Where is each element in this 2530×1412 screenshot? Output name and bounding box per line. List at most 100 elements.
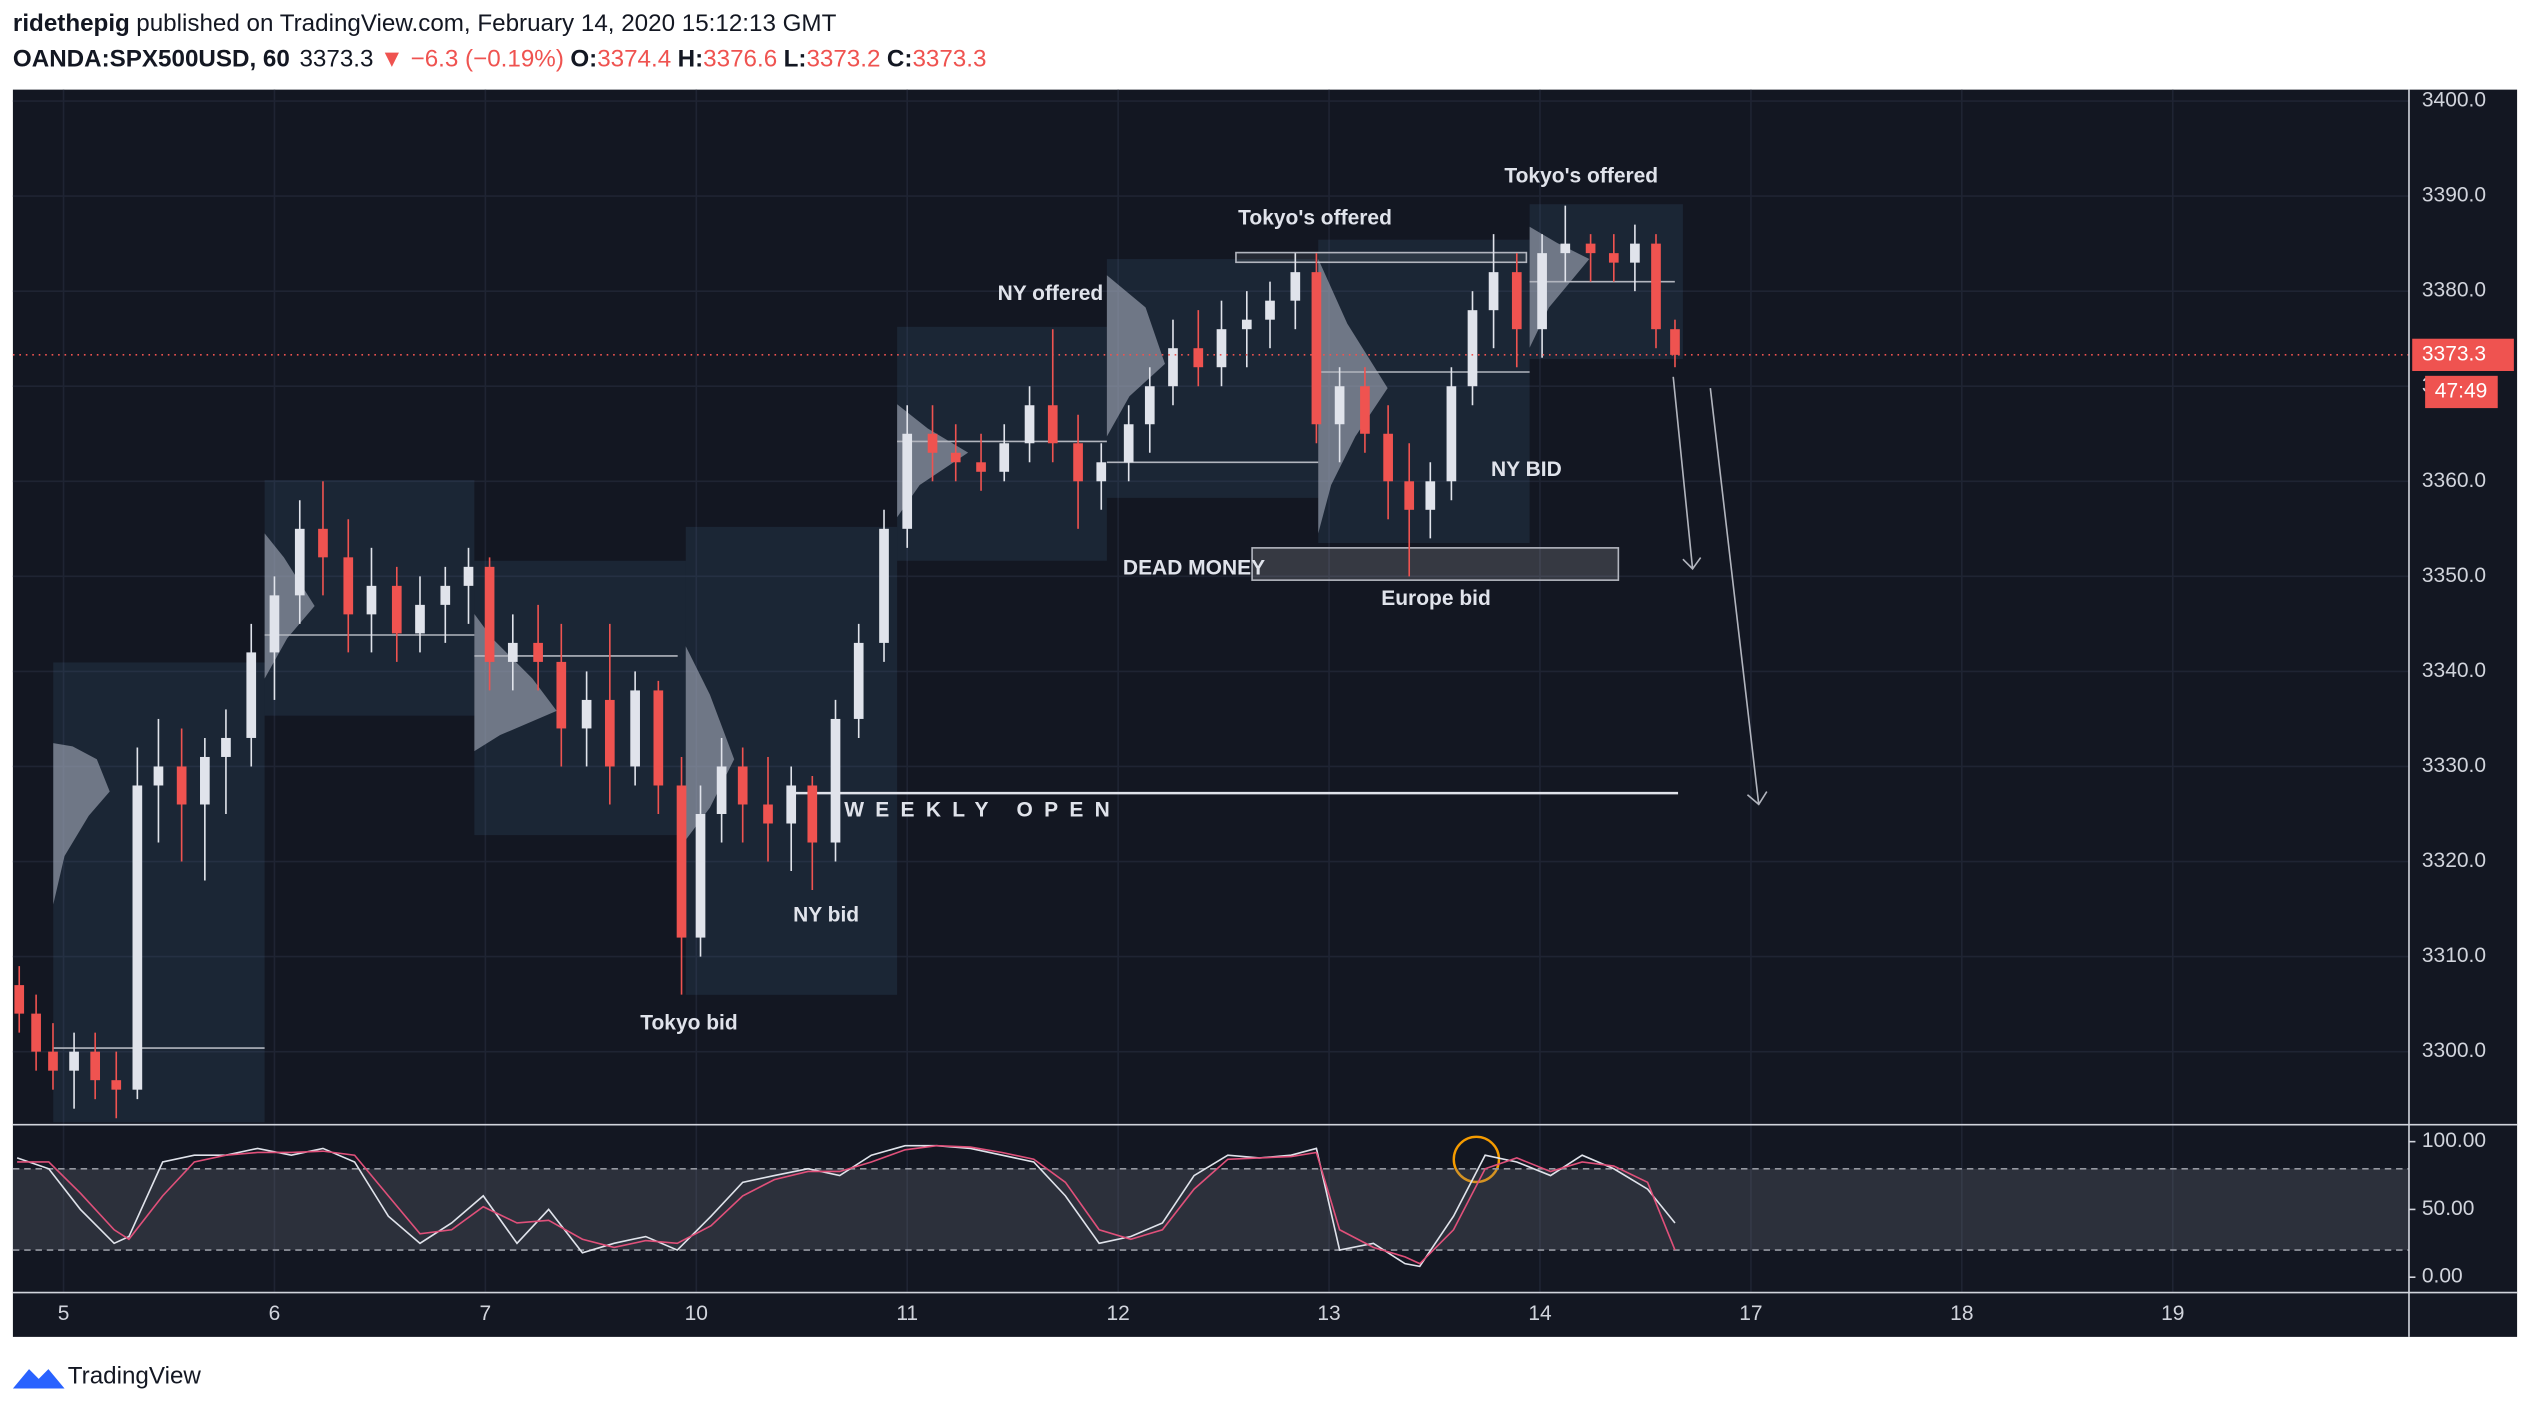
symbol: OANDA:SPX500USD, 60	[13, 46, 290, 73]
dead-money-box	[1251, 547, 1620, 581]
candle-body	[1383, 433, 1393, 482]
candle-body	[132, 785, 143, 1090]
candle-body	[1537, 253, 1547, 330]
x-tick-label: 12	[1106, 1302, 1129, 1325]
y-tick-label: 3360.0	[2422, 469, 2486, 492]
y-tick-label: 3340.0	[2422, 659, 2486, 682]
candle-body	[1096, 462, 1107, 482]
volume-profile	[1318, 259, 1388, 534]
candle-body	[1193, 348, 1204, 368]
candle-body	[294, 528, 305, 596]
candle-body	[902, 433, 913, 529]
arrow	[1672, 376, 1702, 571]
candle-body	[48, 1051, 58, 1071]
candle-body	[1608, 253, 1619, 263]
tokyo-offer-zone	[1235, 251, 1528, 264]
candle-body	[927, 433, 938, 453]
candle-body	[1290, 272, 1301, 301]
candle-body	[737, 766, 748, 805]
candle-body	[1311, 272, 1322, 425]
y-tick-label: 3330.0	[2422, 754, 2486, 777]
low-label: L:	[784, 46, 807, 73]
highlight-circle	[1452, 1135, 1501, 1184]
last-price-box	[2412, 338, 2514, 371]
high-label: H:	[678, 46, 704, 73]
candle-body	[1123, 424, 1134, 463]
candle-body	[1047, 405, 1058, 444]
candle-body	[221, 737, 231, 757]
volume-profile	[474, 614, 557, 752]
x-tick-label: 10	[685, 1302, 708, 1325]
header-line: ridethepig published on TradingView.com, …	[13, 10, 837, 37]
candle-body	[1651, 243, 1661, 330]
candle-body	[90, 1051, 101, 1081]
x-tick-label: 11	[896, 1302, 918, 1325]
y-tick-label: 3350.0	[2422, 564, 2486, 587]
candle-body	[1446, 386, 1457, 482]
candle-body	[1265, 300, 1275, 320]
candle-body	[484, 566, 495, 662]
candle-body	[853, 642, 864, 719]
countdown-label: 47:49	[2435, 380, 2487, 403]
candle-body	[153, 766, 164, 786]
countdown-box	[2425, 375, 2498, 409]
candle-body	[1404, 481, 1415, 510]
candle-body	[1216, 329, 1227, 368]
band-fill	[12, 1168, 2409, 1251]
y-tick-label: 3400.0	[2422, 89, 2486, 112]
author: ridethepig	[13, 10, 130, 37]
candle-body	[343, 557, 354, 615]
candle-body	[1144, 386, 1155, 425]
y-tick-label: 3380.0	[2422, 279, 2486, 302]
x-tick-label: 14	[1528, 1302, 1552, 1325]
annotation: DEAD MONEY	[1123, 556, 1265, 579]
last-price-label: 3373.3	[2422, 342, 2486, 365]
candle-body	[1168, 348, 1178, 387]
change: ▼ −6.3 (−0.19%)	[380, 46, 564, 73]
annotation: Tokyo's offered	[1238, 206, 1392, 229]
open-label: O:	[570, 46, 597, 73]
candle-body	[630, 690, 640, 767]
close: 3373.3	[912, 46, 986, 73]
y-tick-label: 3390.0	[2422, 184, 2486, 207]
candle-body	[1425, 481, 1436, 510]
chart-background	[12, 89, 2518, 1337]
candle-body	[1360, 386, 1370, 434]
candle-body	[318, 528, 328, 558]
marks	[12, 205, 2416, 1279]
candle-body	[246, 652, 257, 738]
open: 3374.4	[597, 46, 671, 73]
candle-body	[1511, 272, 1522, 330]
candle-body	[581, 699, 592, 729]
brand: TradingView	[68, 1363, 202, 1390]
candle-body	[1024, 405, 1035, 444]
y-tick-label: 0.00	[2422, 1265, 2463, 1288]
x-tick-label: 19	[2161, 1302, 2184, 1325]
candle-body	[556, 661, 567, 729]
candle-body	[463, 566, 474, 586]
candle-body	[111, 1080, 122, 1090]
y-tick-label: 3310.0	[2422, 944, 2486, 967]
candle-body	[69, 1051, 79, 1071]
candle-body	[716, 766, 727, 815]
candle-body	[200, 756, 210, 805]
candle-body	[1073, 443, 1083, 482]
y-tick-label: 3300.0	[2422, 1039, 2486, 1062]
published: published on TradingView.com, February 1…	[136, 10, 836, 37]
candle-body	[1630, 243, 1640, 263]
candle-body	[533, 642, 543, 662]
x-tick-label: 13	[1317, 1302, 1340, 1325]
annotation: Tokyo bid	[640, 1011, 737, 1034]
y-tick-label: 100.00	[2422, 1129, 2486, 1152]
logo: TradingView	[12, 1363, 202, 1390]
candle-body	[653, 690, 664, 786]
x-tick-label: 6	[269, 1302, 281, 1325]
drawings	[53, 251, 1768, 1184]
oscillator-line	[17, 1144, 1676, 1265]
x-tick-label: 5	[58, 1302, 70, 1325]
annotation: Europe bid	[1381, 587, 1491, 610]
grid	[12, 89, 2409, 1292]
candle-body	[976, 462, 986, 472]
annotations: NY offered Tokyo's offered Tokyo's offer…	[640, 164, 1658, 1034]
candle-body	[14, 985, 25, 1014]
